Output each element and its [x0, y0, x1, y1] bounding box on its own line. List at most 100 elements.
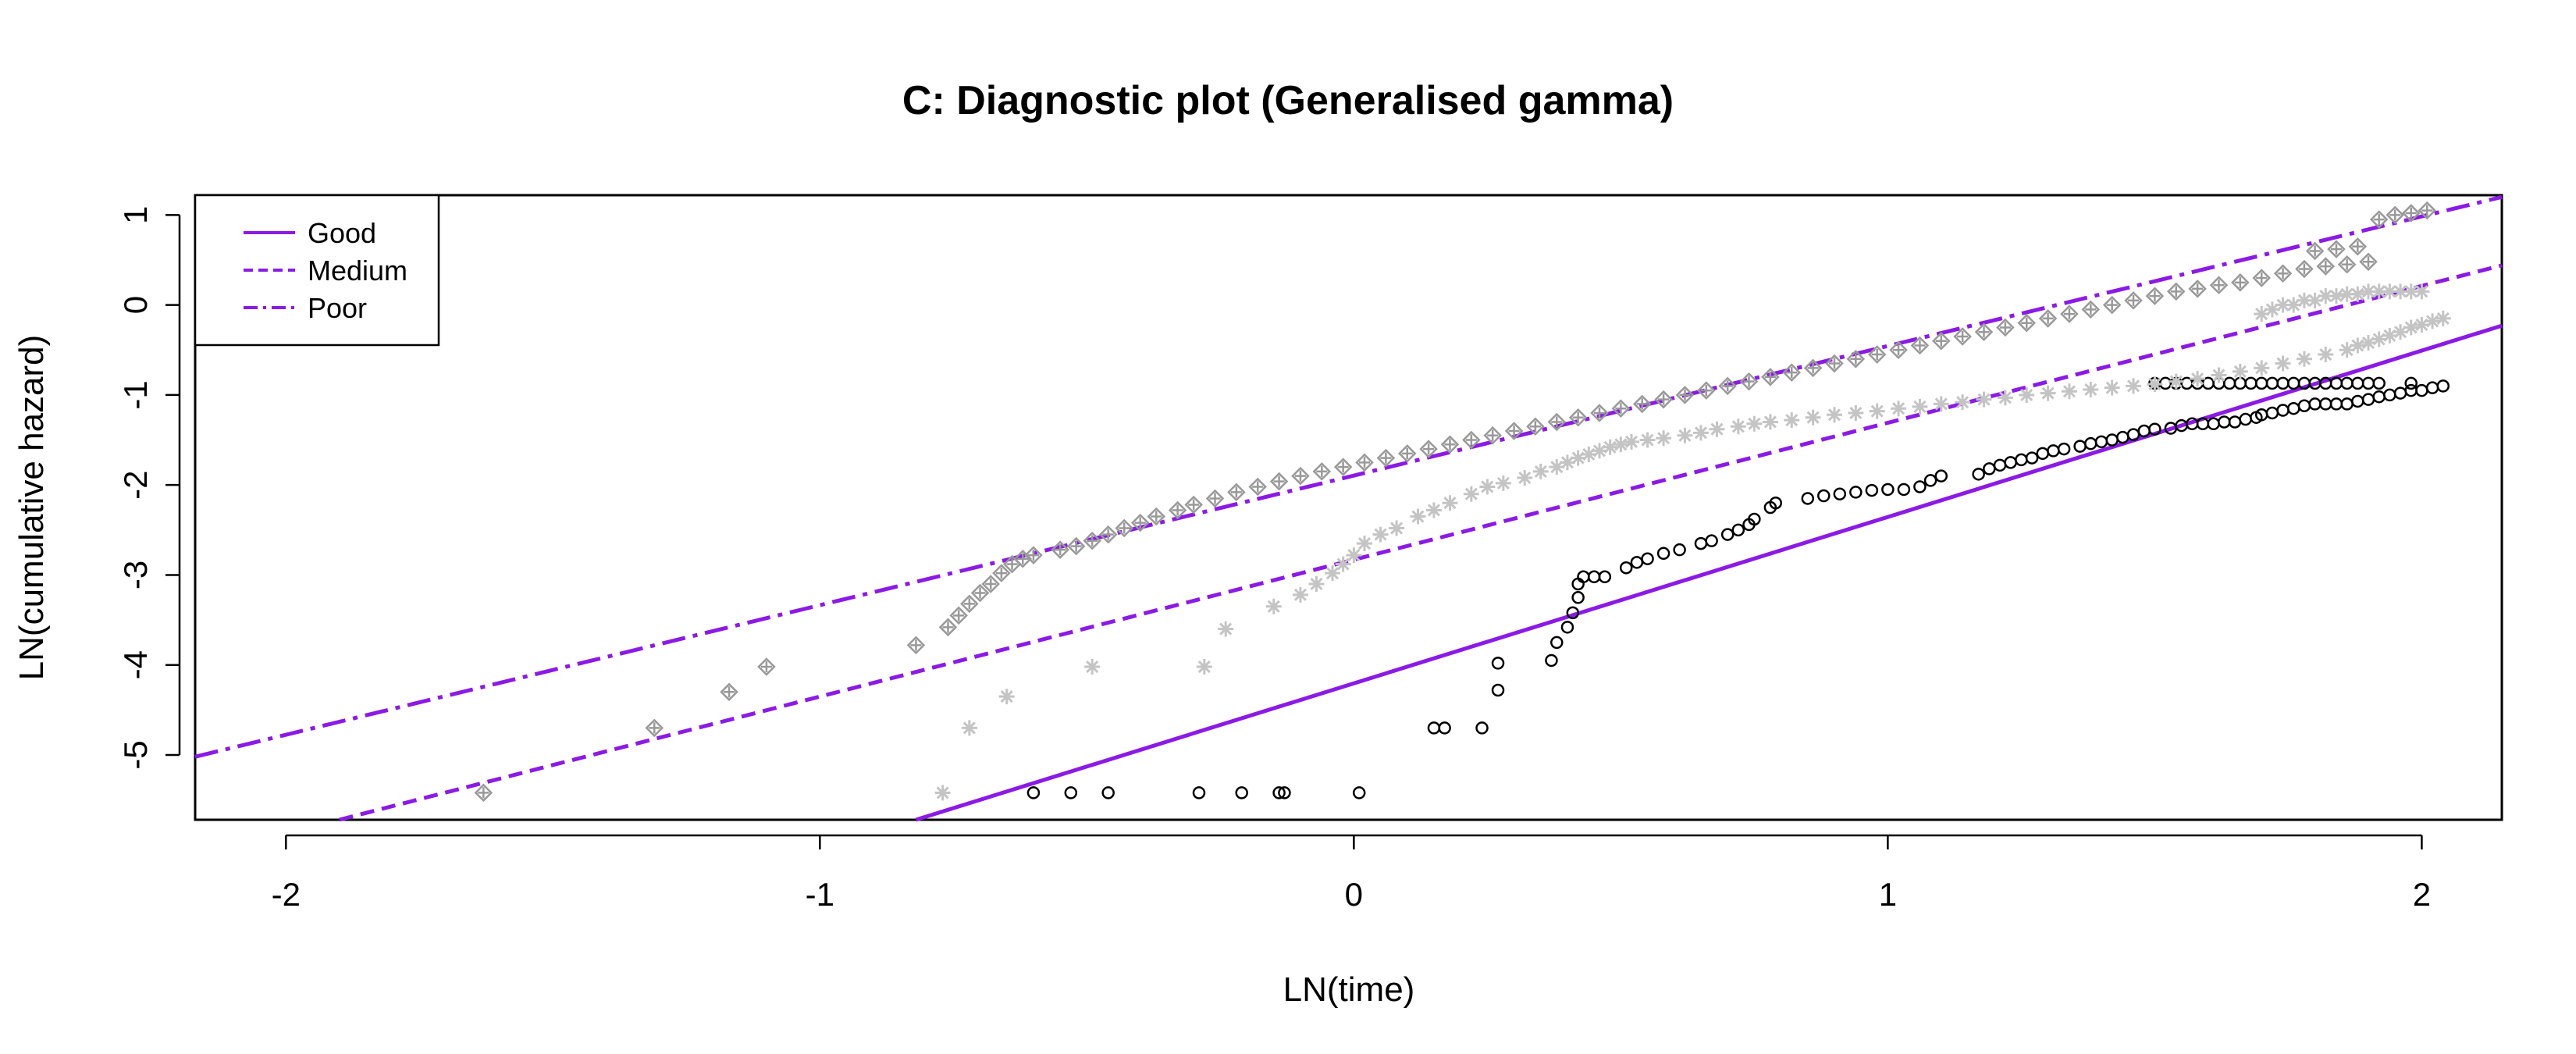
point-medium: [2318, 288, 2334, 304]
point-poor: [2316, 257, 2336, 276]
point-good: [1769, 496, 1782, 510]
point-medium: [1346, 547, 1362, 564]
x-tick-label: 1: [1879, 876, 1897, 913]
point-medium: [1389, 520, 1405, 536]
point-medium: [1581, 446, 1597, 462]
point-medium: [2339, 286, 2355, 302]
point-medium: [2083, 381, 2099, 397]
point-poor: [757, 657, 776, 676]
point-poor: [2166, 282, 2186, 301]
point-poor: [2017, 313, 2036, 333]
point-poor: [1953, 327, 1972, 346]
point-good: [1983, 462, 1996, 475]
point-good: [2004, 456, 2017, 469]
point-poor: [1419, 440, 1438, 458]
point-poor: [1462, 430, 1481, 450]
chart-title: C: Diagnostic plot (Generalised gamma): [902, 78, 1674, 123]
point-medium: [998, 689, 1015, 705]
point-poor: [1718, 376, 1737, 396]
point-medium: [2286, 297, 2302, 313]
point-medium: [1218, 621, 1234, 637]
point-good: [2047, 444, 2060, 458]
point-medium: [1559, 454, 1575, 471]
point-good: [2036, 447, 2049, 461]
x-tick-label: 0: [1345, 876, 1363, 913]
point-medium: [1826, 407, 1842, 423]
point-poor: [1739, 372, 1759, 391]
point-medium: [1869, 403, 1885, 419]
point-good: [2351, 394, 2364, 408]
point-poor: [1130, 513, 1150, 532]
legend-box: [194, 194, 440, 347]
point-medium: [1613, 436, 1629, 453]
point-poor: [1355, 453, 1374, 472]
point-medium: [1602, 439, 1618, 455]
point-good: [2254, 376, 2268, 390]
point-good: [1545, 653, 1558, 668]
point-good: [1865, 483, 1879, 497]
point-good: [1673, 543, 1686, 557]
point-medium: [2435, 310, 2451, 326]
legend-label-medium: Medium: [308, 255, 407, 287]
x-axis-label: LN(time): [1283, 970, 1415, 1009]
point-medium: [1357, 536, 1373, 552]
y-tick-label: -3: [117, 561, 154, 589]
point-medium: [1709, 421, 1725, 437]
point-good: [2057, 442, 2071, 456]
point-poor: [949, 606, 968, 625]
point-good: [2404, 376, 2418, 390]
point-good: [2383, 388, 2396, 402]
point-good: [2329, 397, 2343, 411]
point-medium: [934, 785, 951, 801]
point-good: [2025, 451, 2039, 465]
series-medium: [934, 283, 2451, 801]
point-poor: [1227, 482, 1246, 502]
point-medium: [1848, 404, 1864, 421]
point-good: [1993, 458, 2007, 472]
point-medium: [2382, 327, 2398, 344]
point-poor: [1115, 518, 1133, 538]
point-medium: [2414, 316, 2430, 333]
point-medium: [1624, 433, 1640, 450]
point-poor: [1654, 390, 1673, 409]
point-medium: [1746, 415, 1763, 432]
point-medium: [2061, 383, 2077, 400]
point-medium: [2328, 288, 2344, 304]
point-poor: [2327, 240, 2346, 258]
point-medium: [2307, 292, 2323, 308]
point-good: [1192, 786, 1206, 799]
point-good: [2228, 415, 2242, 429]
point-poor: [960, 594, 979, 614]
point-poor: [1147, 507, 1166, 526]
point-good: [2244, 376, 2258, 390]
point-poor: [1312, 462, 1332, 481]
point-medium: [2403, 319, 2419, 336]
point-good: [2297, 399, 2311, 412]
point-good: [1598, 570, 1612, 584]
point-medium: [1425, 502, 1442, 518]
point-good: [2351, 376, 2364, 390]
point-poor: [1932, 331, 1951, 351]
point-good: [1064, 786, 1078, 799]
data-points: [474, 201, 2451, 803]
point-poor: [1440, 435, 1460, 454]
point-good: [1833, 487, 1847, 500]
point-good: [1587, 570, 1601, 584]
point-good: [2015, 453, 2028, 467]
point-poor: [1825, 354, 1844, 373]
point-medium: [1335, 556, 1351, 572]
point-medium: [1656, 430, 1672, 447]
point-medium: [2019, 386, 2035, 403]
point-medium: [1324, 565, 1340, 582]
point-poor: [1526, 417, 1545, 436]
point-poor: [2359, 252, 2378, 272]
point-medium: [1463, 486, 1479, 502]
point-good: [1705, 534, 1718, 547]
point-medium: [961, 720, 977, 736]
fit-line-poor: [194, 194, 2503, 759]
point-poor: [1974, 322, 1994, 341]
x-tick-label: -1: [806, 876, 834, 913]
fit-line-good: [915, 323, 2503, 822]
point-good: [2308, 397, 2322, 411]
